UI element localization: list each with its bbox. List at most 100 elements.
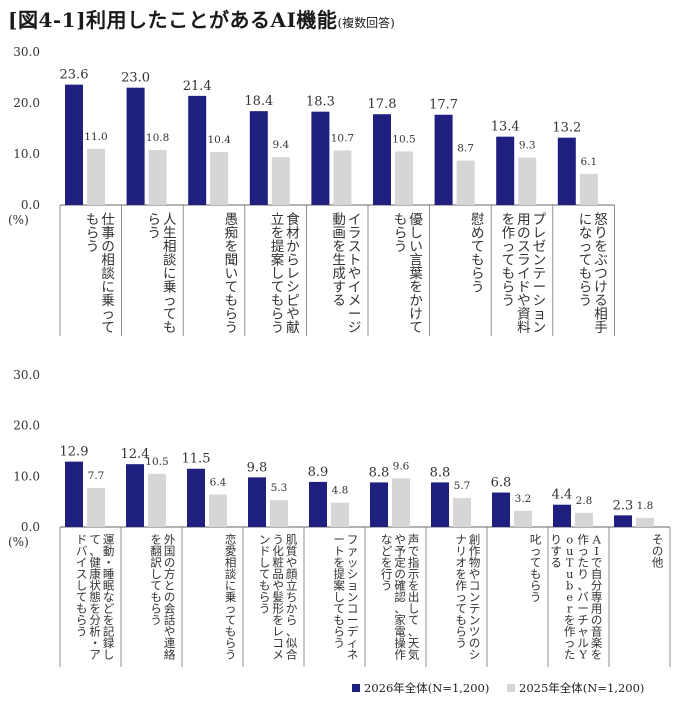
panel2-bar-2026 (370, 482, 388, 527)
panel2-bar-2026 (126, 464, 144, 527)
panel2-bar-2025 (87, 487, 105, 527)
panel2-value-label-2025: 2.8 (576, 495, 593, 507)
panel2-value-label-2026: 4.4 (552, 488, 573, 503)
panel2-category-label: 叱ってもらう (530, 532, 542, 604)
panel1-category-label: 人生相談に乗ってもらう (148, 212, 178, 336)
panel2-bar-2025 (331, 502, 349, 527)
panel2-value-label-2026: 6.8 (491, 476, 512, 491)
panel1-value-label-2025: 9.4 (272, 139, 289, 151)
panel1-value-label-2025: 9.3 (519, 140, 536, 152)
panel2-value-label-2025: 3.2 (515, 493, 532, 505)
panel2-value-label-2025: 10.5 (145, 456, 168, 468)
panel2-value-label-2026: 2.3 (613, 498, 634, 513)
panel1-value-label-2025: 11.0 (84, 131, 107, 143)
panel1-category-label: 食材からレシピや献立を提案してもらう (271, 211, 301, 336)
panel1-ytick-label: 20.0 (13, 96, 40, 110)
panel2-ytick-label: 30.0 (13, 368, 40, 382)
panel2-value-label-2025: 7.7 (88, 470, 105, 482)
panel2-category-label: 運動・睡眠などを記録して、健康状態を分析・アドバイスしてもらう (76, 532, 115, 661)
panel1-category-label: イラストやイメージ動画を生成する (332, 212, 361, 336)
panel2-category-label: ファッションコーディネートを提案してもらう (333, 532, 359, 661)
panel2-bar-2026 (248, 477, 266, 527)
panel1-value-label-2026: 13.4 (491, 120, 520, 135)
panel2-category-label: 恋愛相談に乗ってもらう (225, 532, 237, 661)
panel2-value-label-2026: 8.9 (308, 465, 329, 480)
panel2-bar-2025 (514, 510, 532, 527)
panel2-bar-2025 (453, 498, 471, 527)
panel2-ytick-label: 10.0 (13, 469, 40, 483)
panel2-category-label: その他 (652, 532, 664, 569)
panel1-value-label-2025: 6.1 (580, 156, 597, 168)
panel1-category-label: 愚痴を聞いてもらう (225, 212, 239, 336)
panel2-value-label-2026: 8.8 (430, 465, 451, 480)
panel2-value-label-2026: 8.8 (369, 465, 390, 480)
panel1-value-label-2026: 18.4 (244, 94, 273, 109)
legend-item-2026: 2026年全体(N=1,200) (352, 680, 489, 696)
panel1-value-label-2026: 17.8 (368, 97, 397, 112)
legend-label-2026: 2026年全体(N=1,200) (364, 681, 490, 695)
legend: 2026年全体(N=1,200) 2025年全体(N=1,200) (352, 680, 658, 696)
panel2-y-unit: (%) (8, 535, 29, 549)
panel1-value-label-2026: 13.2 (552, 121, 581, 136)
legend-label-2025: 2025年全体(N=1,200) (519, 681, 645, 695)
panel2-category-label: 声で指示を出して、天気や予定の確認、家電操作などを行う (381, 532, 420, 661)
panel2-value-label-2026: 11.5 (182, 452, 211, 467)
panel2-ytick-label: 0.0 (21, 520, 40, 534)
panel2-bar-2025 (270, 500, 288, 527)
panel2-bar-2025 (575, 512, 593, 527)
panel1-ytick-label: 0.0 (21, 198, 40, 212)
panel1-value-label-2026: 18.3 (306, 95, 335, 110)
panel1-bar-2026 (126, 87, 145, 205)
panel1-ytick-label: 10.0 (13, 147, 40, 161)
panel1-bar-2025 (395, 151, 413, 205)
panel2-value-label-2025: 6.4 (210, 477, 227, 489)
panel2-value-label-2025: 5.3 (271, 482, 288, 494)
chart-title-main: [図4-1]利用したことがあるAI機能 (8, 8, 338, 32)
panel1-bar-2025 (579, 173, 598, 205)
legend-item-2025: 2025年全体(N=1,200) (507, 680, 644, 696)
panel1-value-label-2026: 23.6 (60, 68, 89, 83)
panel1-value-label-2025: 8.7 (457, 143, 474, 155)
panel2-value-label-2026: 12.4 (121, 447, 150, 462)
panel2-bar-2025 (392, 478, 410, 527)
panel1-bar-2026 (188, 95, 207, 205)
panel1-bar-2025 (148, 149, 167, 205)
panel1-category-label: 慰めてもらう (471, 211, 485, 296)
panel1-category-label: プレゼンテーション用のスライドや資料を作ってもらう (502, 212, 547, 336)
panel2-bar-2025 (636, 517, 654, 527)
panel1-bar-2025 (210, 151, 229, 205)
panel2-bar-2026 (309, 481, 327, 527)
panel1-bar-2026 (557, 137, 576, 205)
panel1-value-label-2025: 10.7 (331, 132, 354, 144)
panel2-value-label-2025: 4.8 (332, 485, 349, 497)
panel1-bar-2026 (311, 111, 330, 205)
panel1-bar-2025 (333, 150, 352, 205)
panel1-bar-2026 (434, 114, 453, 205)
panel2-bar-2025 (209, 494, 227, 527)
panel2-value-label-2025: 1.8 (637, 500, 654, 512)
panel2-category-label: 肌質や顔立ちから、似合う化粧品や髪形をレコメンドしてもらう (259, 532, 298, 661)
panel1-category-label: 優しい言葉をかけてもらう (394, 212, 424, 336)
panel2-value-label-2025: 5.7 (454, 480, 471, 492)
panel2-ytick-label: 20.0 (13, 419, 40, 433)
panel2-category-label: 創作物やコンテンツのシナリオを作ってもらう (455, 532, 481, 661)
panel1-value-label-2026: 23.0 (121, 71, 150, 86)
legend-swatch-2025 (507, 684, 516, 692)
panel1-value-label-2026: 21.4 (183, 79, 212, 94)
panel1-ytick-label: 30.0 (13, 45, 40, 59)
panel1-bar-2026 (249, 111, 268, 205)
panel2-bar-2026 (553, 504, 571, 527)
panel1-bar-2025 (456, 160, 475, 205)
panel2-value-label-2025: 9.6 (393, 460, 410, 472)
panel1-y-unit: (%) (8, 213, 29, 227)
panel1-bar-2025 (271, 157, 290, 205)
panel2-bar-2026 (614, 515, 632, 527)
panel1-value-label-2026: 17.7 (429, 98, 458, 113)
panel1-bar-2026 (65, 84, 83, 205)
panel1-bar-2026 (373, 114, 391, 205)
panel1-category-label: 仕事の相談に乗ってもらう (86, 212, 116, 336)
panel2-category-label: 外国の方との会話や連絡を翻訳してもらう (150, 532, 176, 661)
panel1-value-label-2025: 10.5 (392, 133, 415, 145)
